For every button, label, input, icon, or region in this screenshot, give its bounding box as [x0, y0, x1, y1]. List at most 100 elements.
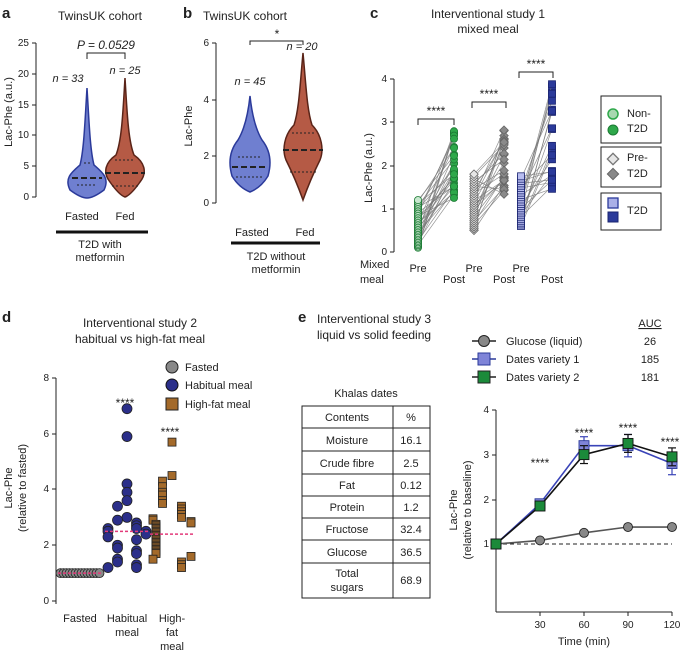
data-point: [167, 471, 177, 480]
data-point: [499, 175, 509, 186]
legend-fasted-marker: [165, 360, 179, 374]
panel-a-ytick: 20: [18, 69, 30, 80]
legend-dates1: Dates variety 1: [506, 354, 579, 366]
panel-a-yticks: 0 5 10 15 20 25: [18, 38, 36, 203]
panel-c: c Interventional study 1 mixed meal Lac-…: [360, 5, 662, 286]
table-cell: 0.12: [400, 480, 421, 492]
panel-d-ytick: 0: [43, 596, 49, 607]
data-point: [548, 141, 556, 150]
data-point: [666, 451, 678, 463]
table-header-pct: %: [406, 412, 416, 424]
pair-line: [520, 100, 553, 191]
panel-d-ytick: 8: [43, 373, 49, 384]
panel-b-group-label-1: T2D without: [247, 251, 306, 263]
pair-line: [520, 111, 553, 221]
panel-c-xtick-post-2: Post: [493, 274, 515, 286]
data-point: [499, 137, 509, 148]
panel-d-plot: [55, 403, 196, 579]
data-point: [112, 556, 123, 568]
panel-a-n-fed: n = 25: [110, 65, 142, 77]
panel-d-xtick-highfat-3: meal: [160, 641, 184, 650]
panel-a-n-fasted: n = 33: [53, 73, 85, 85]
pair-line: [473, 179, 505, 201]
table-cell: Fructose: [326, 524, 369, 536]
violin-a-fasted: [67, 87, 107, 199]
panel-c-xtick-pre-2: Pre: [465, 263, 482, 275]
pair-line: [520, 188, 553, 200]
data-point: [499, 165, 509, 176]
panel-c-yticks: 0 1 2 3 4: [381, 74, 394, 258]
table-cell: 1.2: [403, 502, 418, 514]
data-point: [499, 154, 509, 165]
data-point: [534, 500, 546, 512]
table-cell: 36.5: [400, 547, 421, 559]
data-point: [548, 124, 556, 133]
panel-d-ytick: 6: [43, 429, 49, 440]
table-cell: 68.9: [400, 575, 421, 587]
data-point: [121, 403, 133, 415]
table-cell: 2.5: [403, 458, 418, 470]
data-point: [548, 151, 556, 160]
panel-b-xtick-fed: Fed: [296, 227, 315, 239]
panel-b-ytick: 6: [203, 38, 209, 49]
legend-dates2-marker: [477, 370, 491, 384]
pair-line: [520, 179, 553, 184]
pair-line: [417, 177, 455, 219]
panel-d-xtick-habitual-1: Habitual: [107, 613, 147, 625]
data-point: [548, 80, 556, 89]
data-point: [121, 431, 133, 442]
pair-line: [473, 153, 505, 185]
violin-b-fasted: [229, 95, 271, 193]
table-cell: Protein: [330, 502, 365, 514]
panel-c-sig-bracket-2: [471, 101, 507, 108]
panel-e-sig-90: ****: [619, 421, 638, 435]
table-cell: sugars: [330, 582, 364, 594]
data-point: [548, 175, 556, 184]
data-point: [112, 514, 123, 526]
pair-line: [473, 144, 505, 177]
panel-d-yticks: 0 2 4 6 8: [43, 373, 56, 607]
pair-line: [417, 170, 455, 230]
pair-line: [417, 159, 455, 206]
table-cell: Glucose: [327, 547, 367, 559]
pair-line: [473, 190, 505, 226]
panel-e-xtick: 90: [622, 620, 634, 631]
data-point: [548, 167, 556, 176]
panel-e-ylabel-2: (relative to baseline): [462, 460, 474, 559]
table-cell: Fat: [339, 480, 355, 492]
legend-dates1-marker: [477, 352, 491, 366]
panel-c-sig-bracket-1: [417, 118, 455, 125]
panel-d-xtick-fasted: Fasted: [63, 613, 97, 625]
pair-line: [520, 152, 553, 227]
panel-a-ytick: 5: [23, 161, 29, 172]
data-point: [667, 522, 677, 532]
data-point: [131, 534, 142, 546]
panel-a-ylabel: Lac-Phe (a.u.): [3, 77, 15, 147]
panel-d-legend: Fasted Habitual meal High-fat meal: [165, 360, 252, 411]
panel-a-ytick: 10: [18, 130, 30, 141]
data-point: [112, 500, 123, 512]
panel-e-ytick: 3: [483, 450, 489, 461]
data-point: [622, 437, 634, 449]
panel-c-ytick: 0: [381, 247, 387, 258]
table-cell: Total: [335, 568, 358, 580]
panel-e-xticks: 30 60 90 120: [534, 612, 681, 631]
data-point: [548, 89, 556, 98]
data-point: [535, 535, 545, 546]
data-point: [623, 522, 633, 532]
pair-line: [417, 133, 455, 243]
table-cell: Crude fibre: [320, 458, 374, 470]
legend-marker-non-t2d-post: [607, 124, 619, 136]
data-point: [131, 548, 142, 560]
legend-marker-t2d-pre: [607, 197, 619, 209]
legend-habitual-marker: [165, 378, 179, 392]
data-point: [499, 148, 509, 159]
pair-line: [520, 110, 553, 179]
panel-e-label: e: [298, 309, 306, 326]
panel-d-title-1: Interventional study 2: [83, 316, 197, 330]
pair-line: [473, 178, 505, 195]
data-point: [158, 499, 167, 508]
panel-c-sig-bracket-3: [518, 71, 554, 78]
panel-e-ytick: 1: [483, 539, 489, 550]
